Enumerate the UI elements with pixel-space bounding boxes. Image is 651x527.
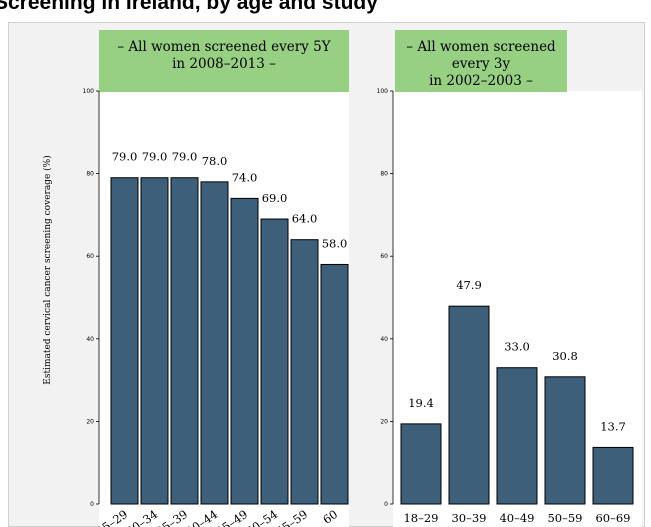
right-bar [448, 305, 490, 505]
left-y-tick-label: 60 [86, 253, 94, 260]
right-bar [544, 376, 586, 505]
left-bar-value-label: 69.0 [262, 191, 288, 205]
left-category-label: 25–29 [93, 507, 130, 527]
left-bar [230, 197, 259, 505]
right-bar [592, 446, 634, 505]
right-y-tick-label: 20 [380, 418, 388, 425]
left-bar-value-label: 64.0 [292, 212, 318, 226]
left-panel-strip: – All women screened every 5Y in 2008–20… [99, 30, 349, 92]
chart-title: Screening in Ireland, by age and study [0, 0, 378, 14]
right-category-label: 30–39 [451, 511, 486, 525]
right-bar-value-label: 33.0 [504, 340, 530, 354]
left-strip-label: – All women screened every 5Y in 2008–20… [117, 39, 331, 72]
left-bar [260, 218, 289, 505]
right-y-tick-label: 60 [380, 253, 388, 260]
right-y-tick-label: 100 [377, 88, 389, 95]
right-bar [400, 423, 442, 505]
left-bar [170, 177, 199, 505]
left-bar [200, 181, 229, 505]
right-y-tick-label: 80 [380, 171, 388, 178]
right-bar [496, 367, 538, 505]
right-bar-value-label: 13.7 [600, 419, 626, 433]
left-bar-value-label: 58.0 [322, 236, 348, 250]
right-bar-value-label: 30.8 [552, 349, 578, 363]
right-bar-value-label: 47.9 [456, 278, 482, 292]
right-category-label: 60–69 [595, 511, 630, 525]
left-bar-value-label: 79.0 [172, 150, 198, 164]
left-y-tick-label: 40 [86, 336, 94, 343]
right-y-tick-label: 0 [384, 501, 388, 508]
right-category-label: 40–49 [499, 511, 534, 525]
right-panel-strip: – All women screened every 3y in 2002–20… [395, 30, 567, 92]
left-bar [140, 177, 169, 505]
left-bar [320, 263, 349, 505]
left-bar [110, 177, 139, 505]
left-y-tick-label: 100 [83, 88, 95, 95]
right-y-tick-label: 40 [380, 336, 388, 343]
left-y-tick-label: 20 [86, 418, 94, 425]
right-bar-value-label: 19.4 [408, 396, 434, 410]
left-bar-value-label: 79.0 [142, 150, 168, 164]
left-bar-value-label: 74.0 [232, 170, 258, 184]
right-category-label: 50–59 [547, 511, 582, 525]
left-bar-value-label: 79.0 [112, 150, 138, 164]
left-bar [290, 239, 319, 505]
left-bar-value-label: 78.0 [202, 154, 228, 168]
left-y-tick-label: 0 [90, 501, 94, 508]
right-category-label: 18–29 [403, 511, 438, 525]
left-category-label: 60 [320, 507, 340, 527]
right-strip-label: – All women screened every 3y in 2002–20… [406, 39, 556, 89]
left-y-tick-label: 80 [86, 171, 94, 178]
